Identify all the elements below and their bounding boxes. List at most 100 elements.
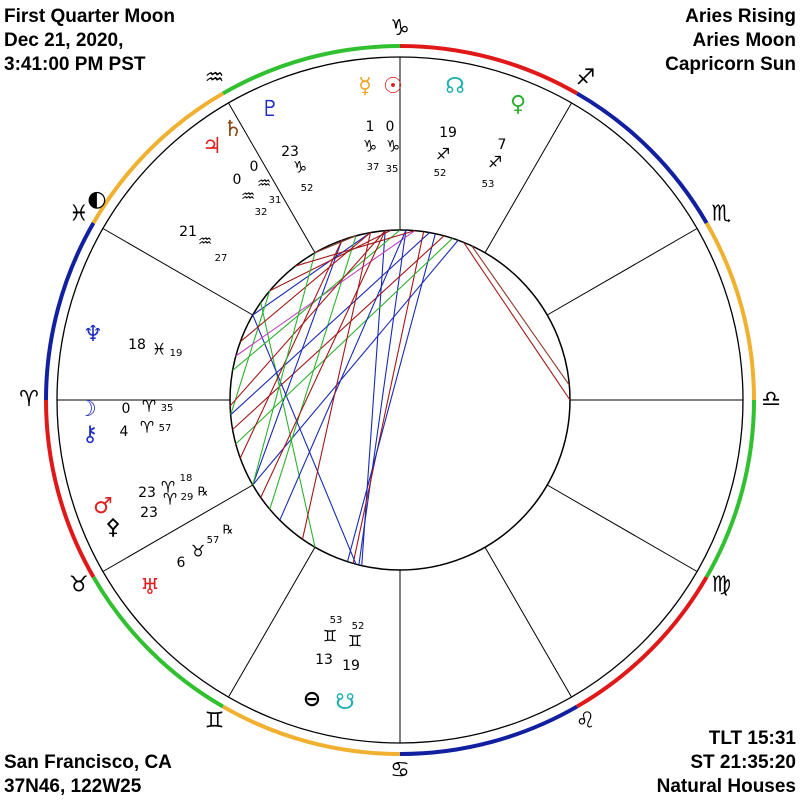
minute: 19: [170, 348, 183, 359]
degree: 4: [120, 424, 129, 440]
minute: 53: [482, 179, 495, 190]
sign: ♑: [363, 137, 377, 156]
minute: 52: [434, 168, 447, 179]
sign-arc: [222, 704, 401, 756]
planet-glyph: ♇: [260, 97, 280, 122]
aspect-line: [295, 230, 415, 267]
sign-arc: [44, 399, 96, 578]
degree: 0: [233, 172, 242, 188]
sign-glyph: ♉: [69, 573, 89, 598]
house-cusp: [484, 546, 572, 698]
minute: 53: [330, 615, 343, 626]
info-text: TLT 15:31: [709, 728, 797, 749]
house-cusp: [546, 228, 698, 316]
aspect-line: [314, 235, 357, 254]
minute: 35: [386, 164, 399, 175]
aspect-line: [301, 232, 372, 540]
degree: 23: [140, 505, 158, 521]
degree: 0: [122, 401, 131, 417]
aspect-line: [230, 232, 430, 416]
aspect-line: [269, 229, 392, 292]
aspect-line: [235, 237, 453, 445]
aspect-line: [229, 230, 386, 407]
aspect-line: [232, 235, 445, 430]
info-text: 3:41:00 PM PST: [4, 54, 146, 75]
sign-arc: [44, 222, 96, 401]
sign-glyph: ♒: [205, 66, 225, 91]
planet-glyph: ☉: [383, 74, 403, 99]
degree: 18: [128, 337, 146, 353]
planet-glyph: ☽: [77, 397, 97, 422]
aspect-line: [346, 233, 436, 562]
sign: ♊: [323, 627, 337, 646]
sign-glyph: ♈: [19, 387, 39, 412]
planet-glyph: ♂: [93, 494, 113, 519]
inner-circle: [229, 229, 571, 571]
sign: ♈: [140, 418, 154, 437]
minute: 52: [301, 183, 314, 194]
aspect-line: [252, 239, 459, 486]
sign: ♓: [152, 340, 166, 359]
minute: 27: [215, 253, 228, 264]
sign-glyph: ♑: [390, 16, 410, 41]
planet-glyph: ◐: [87, 187, 106, 212]
house-cusp: [102, 228, 254, 316]
planet-glyph: ♄: [223, 117, 243, 142]
info-text: 37N46, 122W25: [4, 776, 142, 797]
retrograde: ℞: [198, 485, 209, 499]
aspect-line: [361, 230, 386, 566]
degree: 7: [498, 137, 507, 153]
sign: ♐: [436, 145, 450, 164]
aspect-line: [252, 252, 316, 486]
aspect-line: [239, 240, 343, 459]
info-text: First Quarter Moon: [4, 6, 175, 27]
retrograde: ℞: [223, 523, 234, 537]
minute: 57: [159, 423, 172, 434]
sign-glyph: ♐: [576, 66, 596, 91]
aspect-line: [463, 242, 571, 401]
info-text: Aries Rising: [685, 6, 796, 27]
planet-glyph: ⚷: [82, 422, 98, 447]
minute: 57: [207, 535, 220, 546]
house-cusp: [484, 102, 572, 254]
house-cusp: [228, 546, 316, 698]
sign-glyph: ♎: [761, 387, 781, 412]
sign-arc: [91, 575, 225, 709]
sign-arc: [704, 222, 756, 401]
info-text: San Francisco, CA: [4, 752, 172, 773]
info-text: ST 21:35:20: [690, 752, 796, 773]
sign-glyph: ♏: [711, 202, 731, 227]
aspect-line: [232, 229, 401, 371]
house-cusp: [228, 102, 316, 254]
sign-glyph: ♓: [69, 202, 89, 227]
house-cusp: [102, 484, 254, 572]
planet-glyph: ♀: [510, 92, 526, 117]
aspect-line: [252, 314, 357, 565]
degree: 19: [342, 658, 360, 674]
minute: 31: [269, 195, 282, 206]
aspect-line: [352, 231, 425, 564]
degree: 13: [315, 652, 333, 668]
sign-arc: [222, 44, 401, 96]
info-text: Natural Houses: [657, 776, 796, 797]
sign-arc: [91, 91, 225, 225]
degree: 1: [366, 119, 375, 135]
sign-glyph: ♍: [711, 573, 731, 598]
sign: ♈: [142, 397, 156, 416]
sign-glyph: ♊: [205, 708, 225, 733]
minute: 32: [255, 207, 268, 218]
degree: 0: [386, 119, 395, 135]
degree: 23: [138, 485, 156, 501]
degree: 6: [177, 555, 186, 571]
info-text: Aries Moon: [693, 30, 796, 51]
degree: 0: [250, 159, 259, 175]
planet-glyph: ♅: [140, 575, 160, 600]
minute: 52: [352, 621, 365, 632]
aspect-line: [260, 230, 386, 498]
house-cusp: [546, 484, 698, 572]
planet-glyph: ♃: [202, 134, 222, 159]
sign: ♊: [348, 632, 362, 651]
planet-glyph: ⚴: [105, 515, 121, 540]
planet-glyph: ☋: [335, 690, 355, 715]
aspect-line: [471, 245, 570, 386]
